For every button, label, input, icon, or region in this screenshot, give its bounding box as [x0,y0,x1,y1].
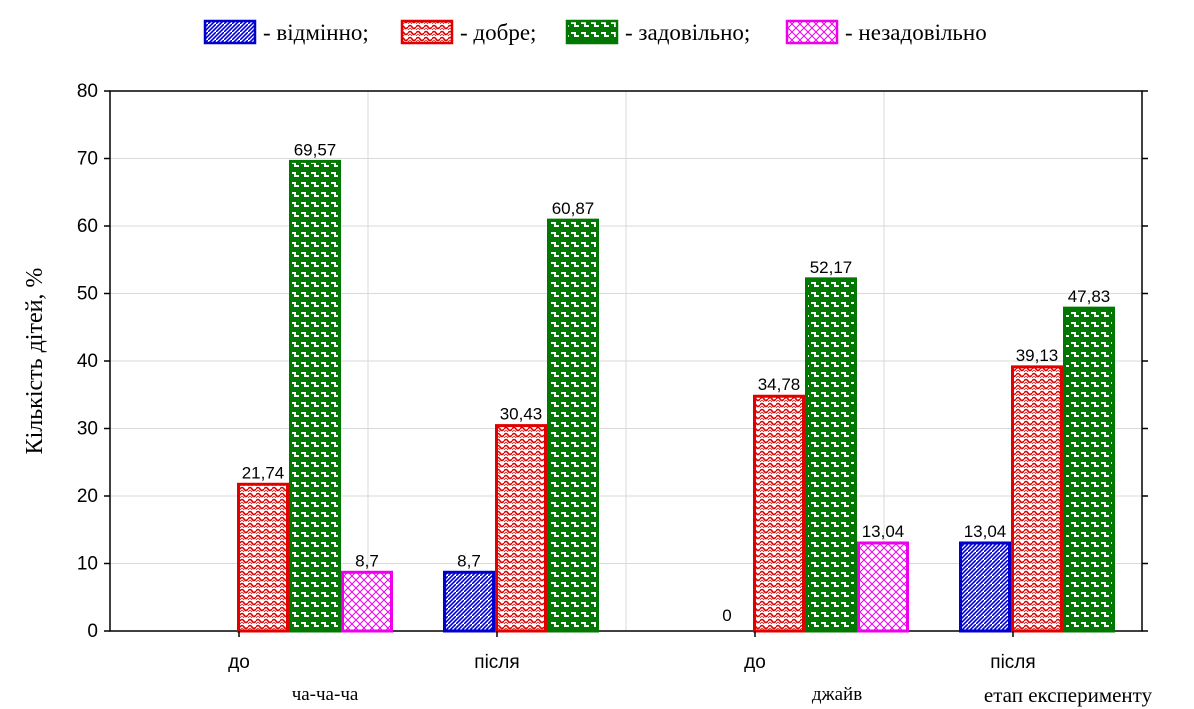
bar [857,541,909,633]
data-label: 8,7 [457,551,481,570]
y-tick-label: 10 [77,554,98,575]
data-label: 69,57 [294,140,337,159]
y-axis-label: Кількість дітей, % [22,268,48,455]
bar [805,277,857,633]
bar [237,482,289,633]
x-tick-label: після [474,652,519,673]
y-tick-label: 40 [77,351,98,372]
bar [289,159,341,633]
data-label: 30,43 [500,405,543,424]
legend-label: - відмінно; [263,20,369,45]
legend-swatch [565,19,619,45]
legend-label: - добре; [460,20,536,45]
y-tick-label: 30 [77,419,98,440]
data-label: 13,04 [964,522,1007,541]
y-tick-label: 0 [87,621,98,642]
bar [443,570,495,633]
x-axis: до після до після ча-ча-ча джайв [228,631,1036,705]
x-tick-label: до [744,652,766,673]
group-label: ча-ча-ча [292,684,359,705]
bars: 8,7 0 13,04 21,74 30,43 34,78 39,13 69,57 60,87 5… [237,140,1115,633]
legend-label: - задовільно; [625,20,750,45]
data-label: 8,7 [355,551,379,570]
y-tick-label: 20 [77,486,98,507]
y-axis: 0 10 20 30 40 50 60 70 80 [77,81,1148,642]
bar [547,218,599,633]
y-tick-label: 50 [77,284,98,305]
legend-swatch [785,19,839,45]
data-label: 47,83 [1068,287,1111,306]
data-label: 13,04 [862,522,905,541]
data-label: 39,13 [1016,346,1059,365]
data-label: 60,87 [552,199,595,218]
data-label: 34,78 [758,375,801,394]
data-label: 0 [722,606,731,625]
bar [1063,306,1115,633]
legend-swatch [400,19,454,45]
legend-label: - незадовільно [845,20,987,45]
bar [1011,365,1063,633]
bar [753,394,805,633]
y-tick-label: 70 [77,149,98,170]
data-label: 21,74 [242,463,285,482]
bar [959,541,1011,633]
y-tick-label: 60 [77,216,98,237]
legend-swatch [203,19,257,45]
x-tick-label: до [228,652,250,673]
bar [341,570,393,633]
bar [495,424,547,633]
legend: - відмінно; - добре; - задовільно; - незадо… [203,19,987,45]
x-tick-label: після [990,652,1035,673]
y-tick-label: 80 [77,81,98,102]
data-label: 52,17 [810,258,853,277]
x-axis-label: етап експерименту [984,683,1153,707]
group-label: джайв [812,684,862,705]
